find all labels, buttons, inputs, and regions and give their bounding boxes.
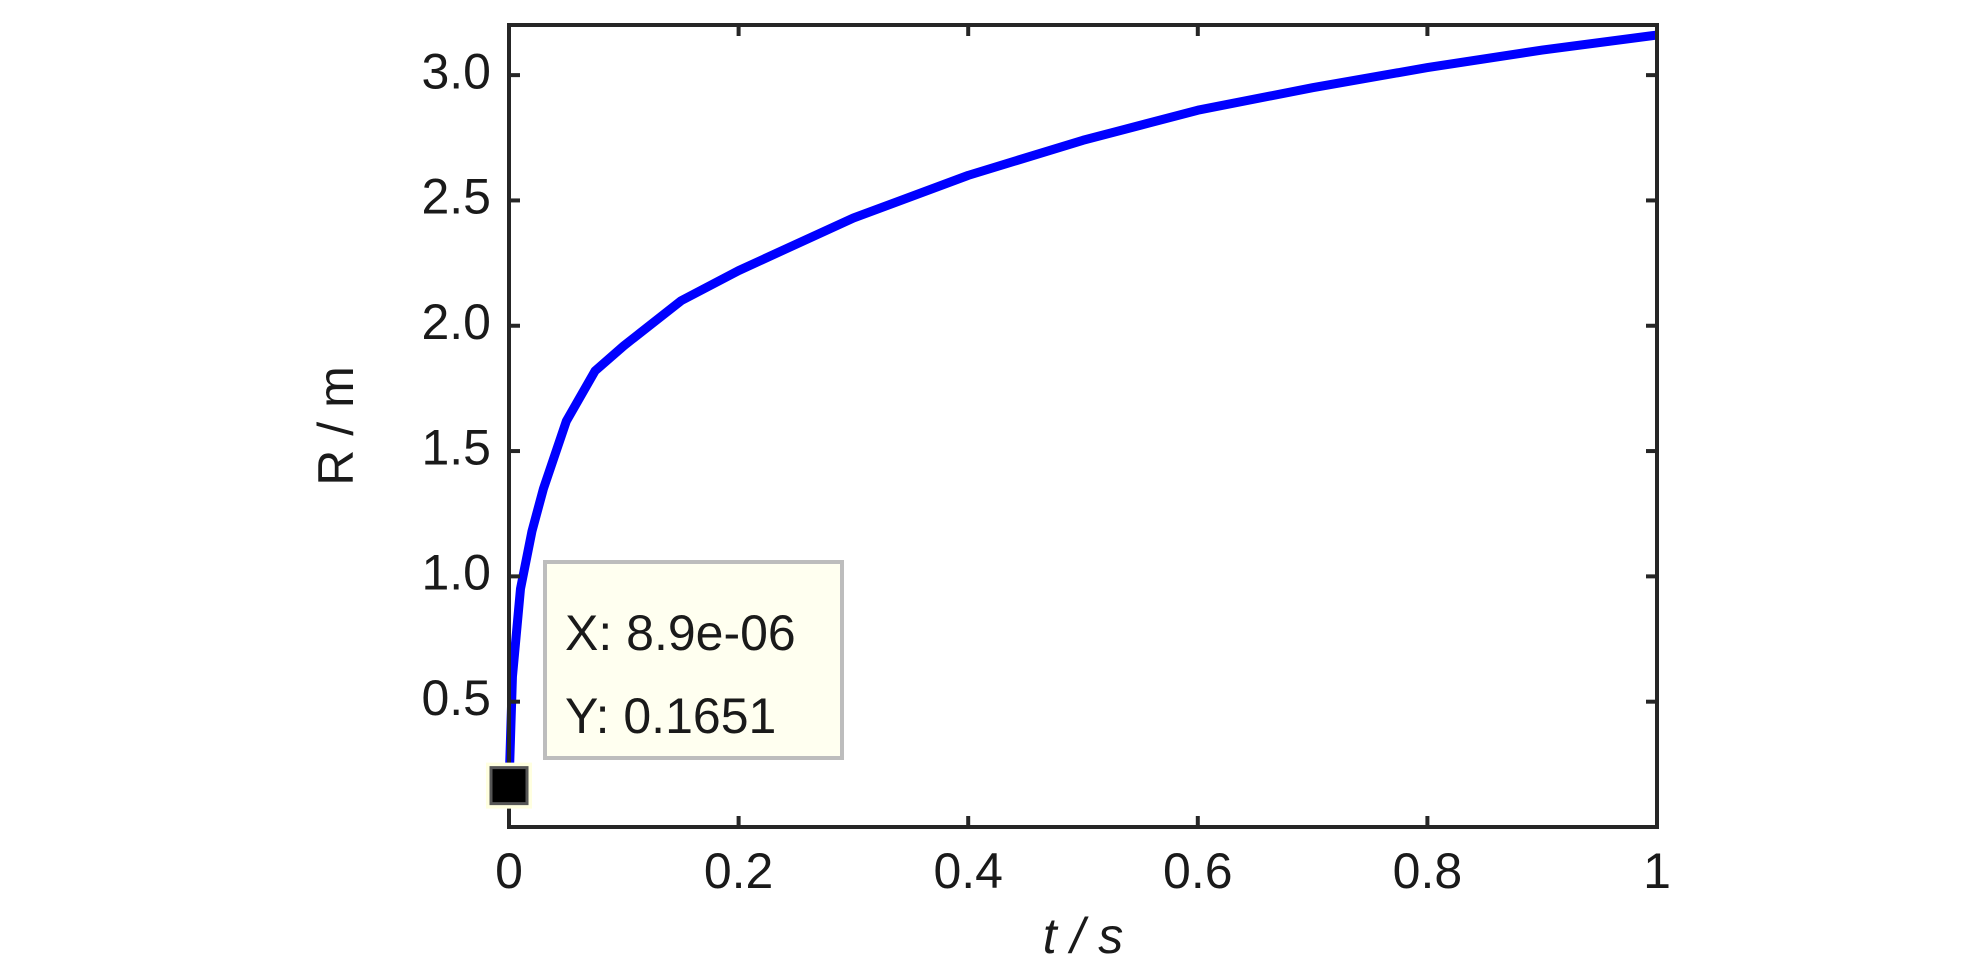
y-tick-label: 1.0 [421,545,491,601]
axes-box [507,23,1659,829]
y-axis-label: R / m [308,366,364,485]
datatip-marker [489,766,529,806]
y-tick-label: 1.5 [421,419,491,475]
y-tick-label: 2.0 [421,294,491,350]
x-tick-label: 0 [495,843,523,899]
y-tick-label: 0.5 [421,670,491,726]
datatip-x: X: 8.9e-06 [565,605,796,661]
x-axis-label: t / s [1043,908,1124,964]
x-tick-label: 0.2 [704,843,774,899]
data-line [504,30,1658,786]
x-tick-label: 0.4 [933,843,1003,899]
y-tick-label: 3.0 [421,43,491,99]
datatip-y: Y: 0.1651 [565,688,776,744]
x-tick-label: 0.6 [1163,843,1233,899]
y-tick-label: 2.5 [421,169,491,225]
x-tick-label: 0.8 [1393,843,1463,899]
datatip-box [543,560,844,760]
x-tick-label: 1 [1643,843,1671,899]
